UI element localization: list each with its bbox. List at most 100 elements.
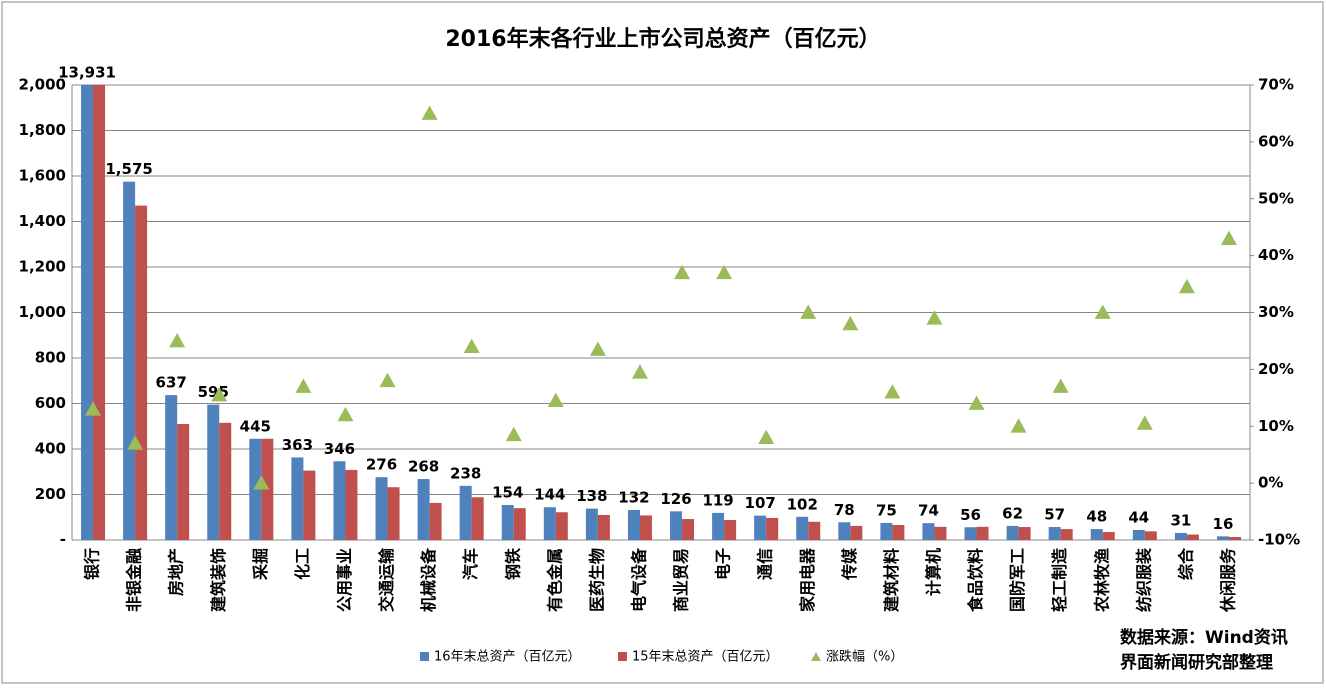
y2-tick-label: -10% [1258,531,1300,549]
bar [639,515,652,540]
data-label: 154 [492,483,523,501]
marker [674,264,691,280]
marker [968,395,985,410]
bar [627,509,640,540]
data-label: 126 [660,490,691,508]
bar [712,512,725,540]
bar [1186,534,1199,540]
bar [922,523,935,540]
bar [724,519,737,540]
bar [333,461,346,540]
marker [253,475,270,490]
bar [345,469,358,540]
data-label: 102 [787,495,818,513]
bar [93,85,106,540]
bar [1048,527,1061,540]
data-label: 107 [745,494,776,512]
marker [1136,415,1153,430]
legend-label: 16年末总资产（百亿元） [434,650,581,665]
data-label: 132 [618,488,649,506]
x-tick-label: 传媒 [840,547,859,581]
y-tick-label: 200 [35,485,66,503]
bar [766,517,779,540]
x-tick-label: 建筑装饰 [209,548,228,612]
bar [165,395,178,540]
data-label: 276 [366,456,397,474]
bar [976,526,989,540]
bar [597,514,610,540]
bar [880,522,893,540]
x-tick-label: 机械设备 [419,547,438,612]
y-tick-label: 1,600 [19,167,66,185]
x-tick-label: 钢铁 [503,548,522,580]
data-label: 144 [534,486,565,504]
source-note: 界面新闻研究部整理 [1120,652,1273,673]
bar [1060,529,1073,540]
y-tick-label: 2,000 [19,76,66,94]
x-tick-label: 医药生物 [587,548,606,612]
legend-label: 15年末总资产（百亿元） [632,650,779,665]
source-note: 数据来源：Wind资讯 [1120,627,1288,648]
bar [1006,525,1019,540]
bar [513,508,526,540]
marker [127,435,144,450]
marker [547,392,564,408]
y-tick-label: - [60,531,66,549]
legend-swatch [420,652,429,661]
data-label: 44 [1128,508,1149,526]
x-tick-label: 纺织服装 [1134,548,1153,612]
bar [1132,529,1145,540]
y-tick-label: 1,400 [19,212,66,230]
y2-tick-label: 40% [1258,246,1294,264]
x-tick-label: 房地产 [167,548,186,596]
data-label: 637 [156,374,187,392]
marker [1220,230,1237,245]
bar [81,85,94,540]
y-tick-label: 1,800 [19,121,66,139]
x-tick-label: 银行 [83,548,102,580]
x-tick-label: 建筑材料 [882,548,901,612]
legend-label: 涨跌幅（%） [826,649,903,665]
x-tick-label: 非银金融 [125,548,144,612]
bar [375,477,388,540]
bar [303,470,316,540]
bar [585,508,598,540]
bar [1144,531,1157,540]
bar [682,519,695,540]
data-label: 445 [240,417,271,435]
marker [884,384,901,399]
data-label: 268 [408,458,439,476]
bar [459,485,472,540]
y2-tick-label: 30% [1258,303,1294,321]
y-tick-label: 800 [35,349,66,367]
x-tick-label: 采掘 [251,548,270,581]
legend-marker [811,652,821,661]
marker [926,310,943,325]
x-tick-label: 计算机 [924,548,943,596]
marker [800,304,817,319]
bar [964,527,977,540]
bar [177,423,190,540]
marker [421,105,438,120]
data-label: 16 [1213,515,1234,533]
marker [1094,304,1111,319]
bar [543,507,556,540]
x-tick-label: 食品饮料 [966,548,985,613]
x-tick-label: 家用电器 [798,547,817,612]
marker [589,341,606,356]
marker [1052,378,1069,393]
bar [808,521,821,540]
data-label: 238 [450,464,481,482]
bar [1216,536,1229,540]
bar [417,479,430,540]
y2-tick-label: 20% [1258,360,1294,378]
y2-tick-label: 50% [1258,189,1294,207]
x-tick-label: 休闲服务 [1218,547,1237,613]
data-label: 346 [324,440,355,458]
data-label: 62 [1002,504,1023,522]
chart-title: 2016年末各行业上市公司总资产（百亿元） [445,26,880,52]
data-label: 75 [876,501,897,519]
bar [670,511,683,540]
y2-tick-label: 10% [1258,417,1294,435]
